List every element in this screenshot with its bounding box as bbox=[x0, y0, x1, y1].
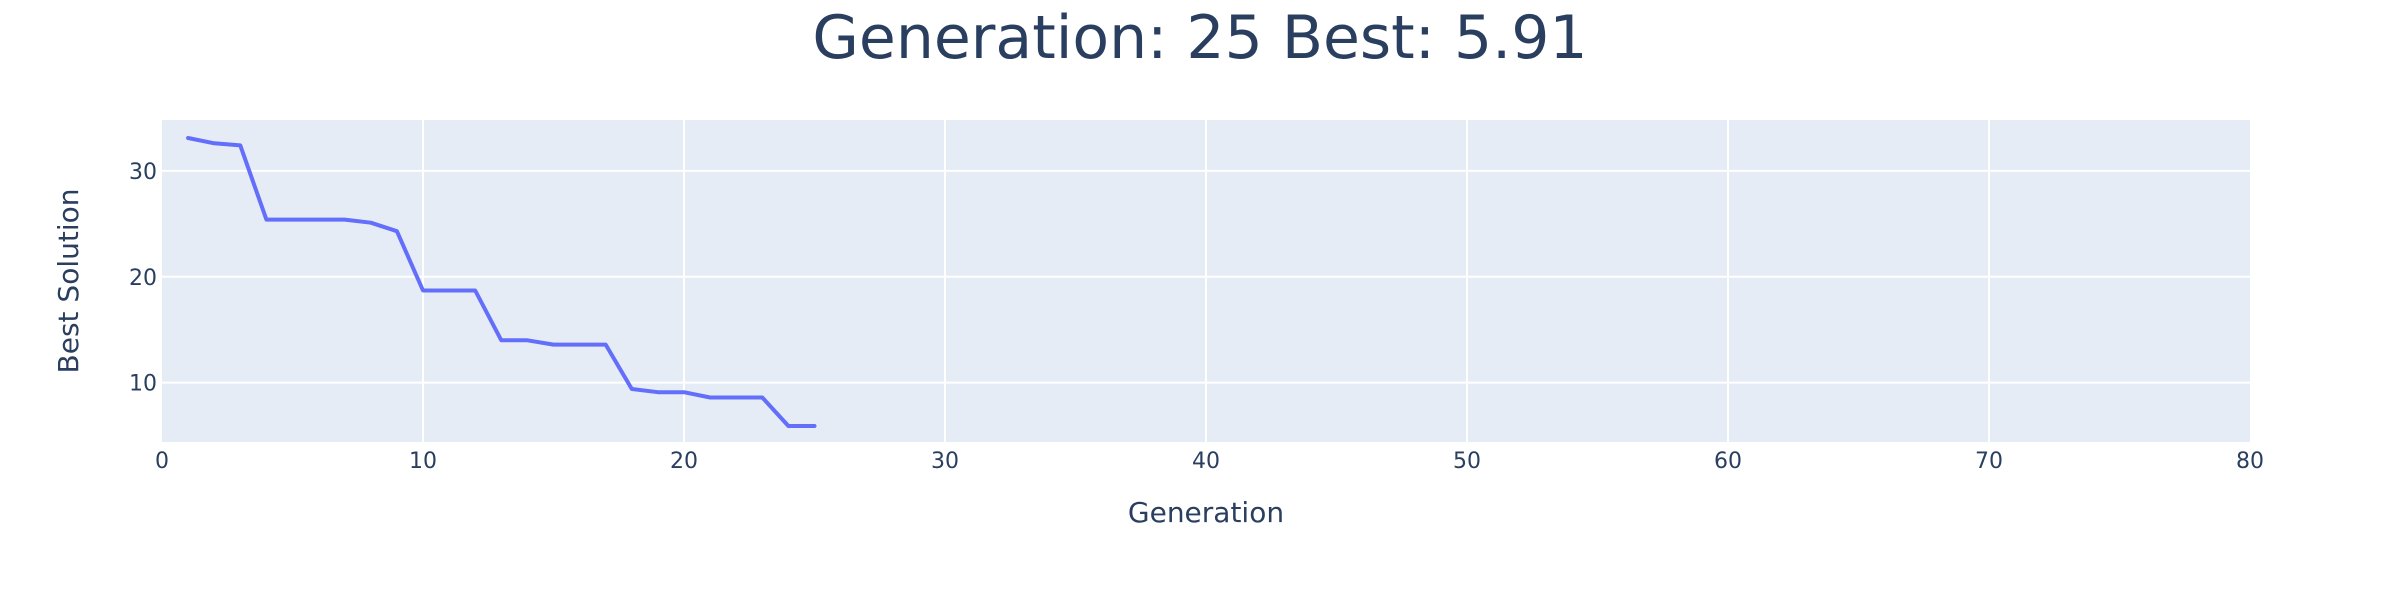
x-tick-label: 60 bbox=[1714, 449, 1742, 474]
x-tick-label: 10 bbox=[409, 449, 437, 474]
series-group bbox=[186, 136, 817, 428]
x-tick-label: 0 bbox=[155, 449, 169, 474]
x-tick-label: 20 bbox=[670, 449, 698, 474]
x-tick-label: 50 bbox=[1453, 449, 1481, 474]
y-tick-label: 30 bbox=[129, 160, 157, 185]
x-axis-title: Generation bbox=[1128, 496, 1284, 529]
x-tick-label: 40 bbox=[1192, 449, 1220, 474]
x-tick-label: 30 bbox=[931, 449, 959, 474]
x-tick-label: 80 bbox=[2236, 449, 2264, 474]
y-axis-title: Best Solution bbox=[52, 189, 85, 374]
x-tick-label: 70 bbox=[1975, 449, 2003, 474]
y-tick-label: 20 bbox=[129, 266, 157, 291]
y-tick-label: 10 bbox=[129, 372, 157, 397]
chart-title: Generation: 25 Best: 5.91 bbox=[812, 3, 1587, 73]
series-line-0 bbox=[186, 136, 817, 428]
y-gridlines bbox=[162, 169, 2250, 384]
x-tick-labels: 0 10 20 30 40 50 60 70 80 bbox=[155, 449, 2264, 474]
x-gridlines bbox=[422, 120, 1990, 442]
y-tick-labels: 10 20 30 bbox=[129, 160, 157, 397]
